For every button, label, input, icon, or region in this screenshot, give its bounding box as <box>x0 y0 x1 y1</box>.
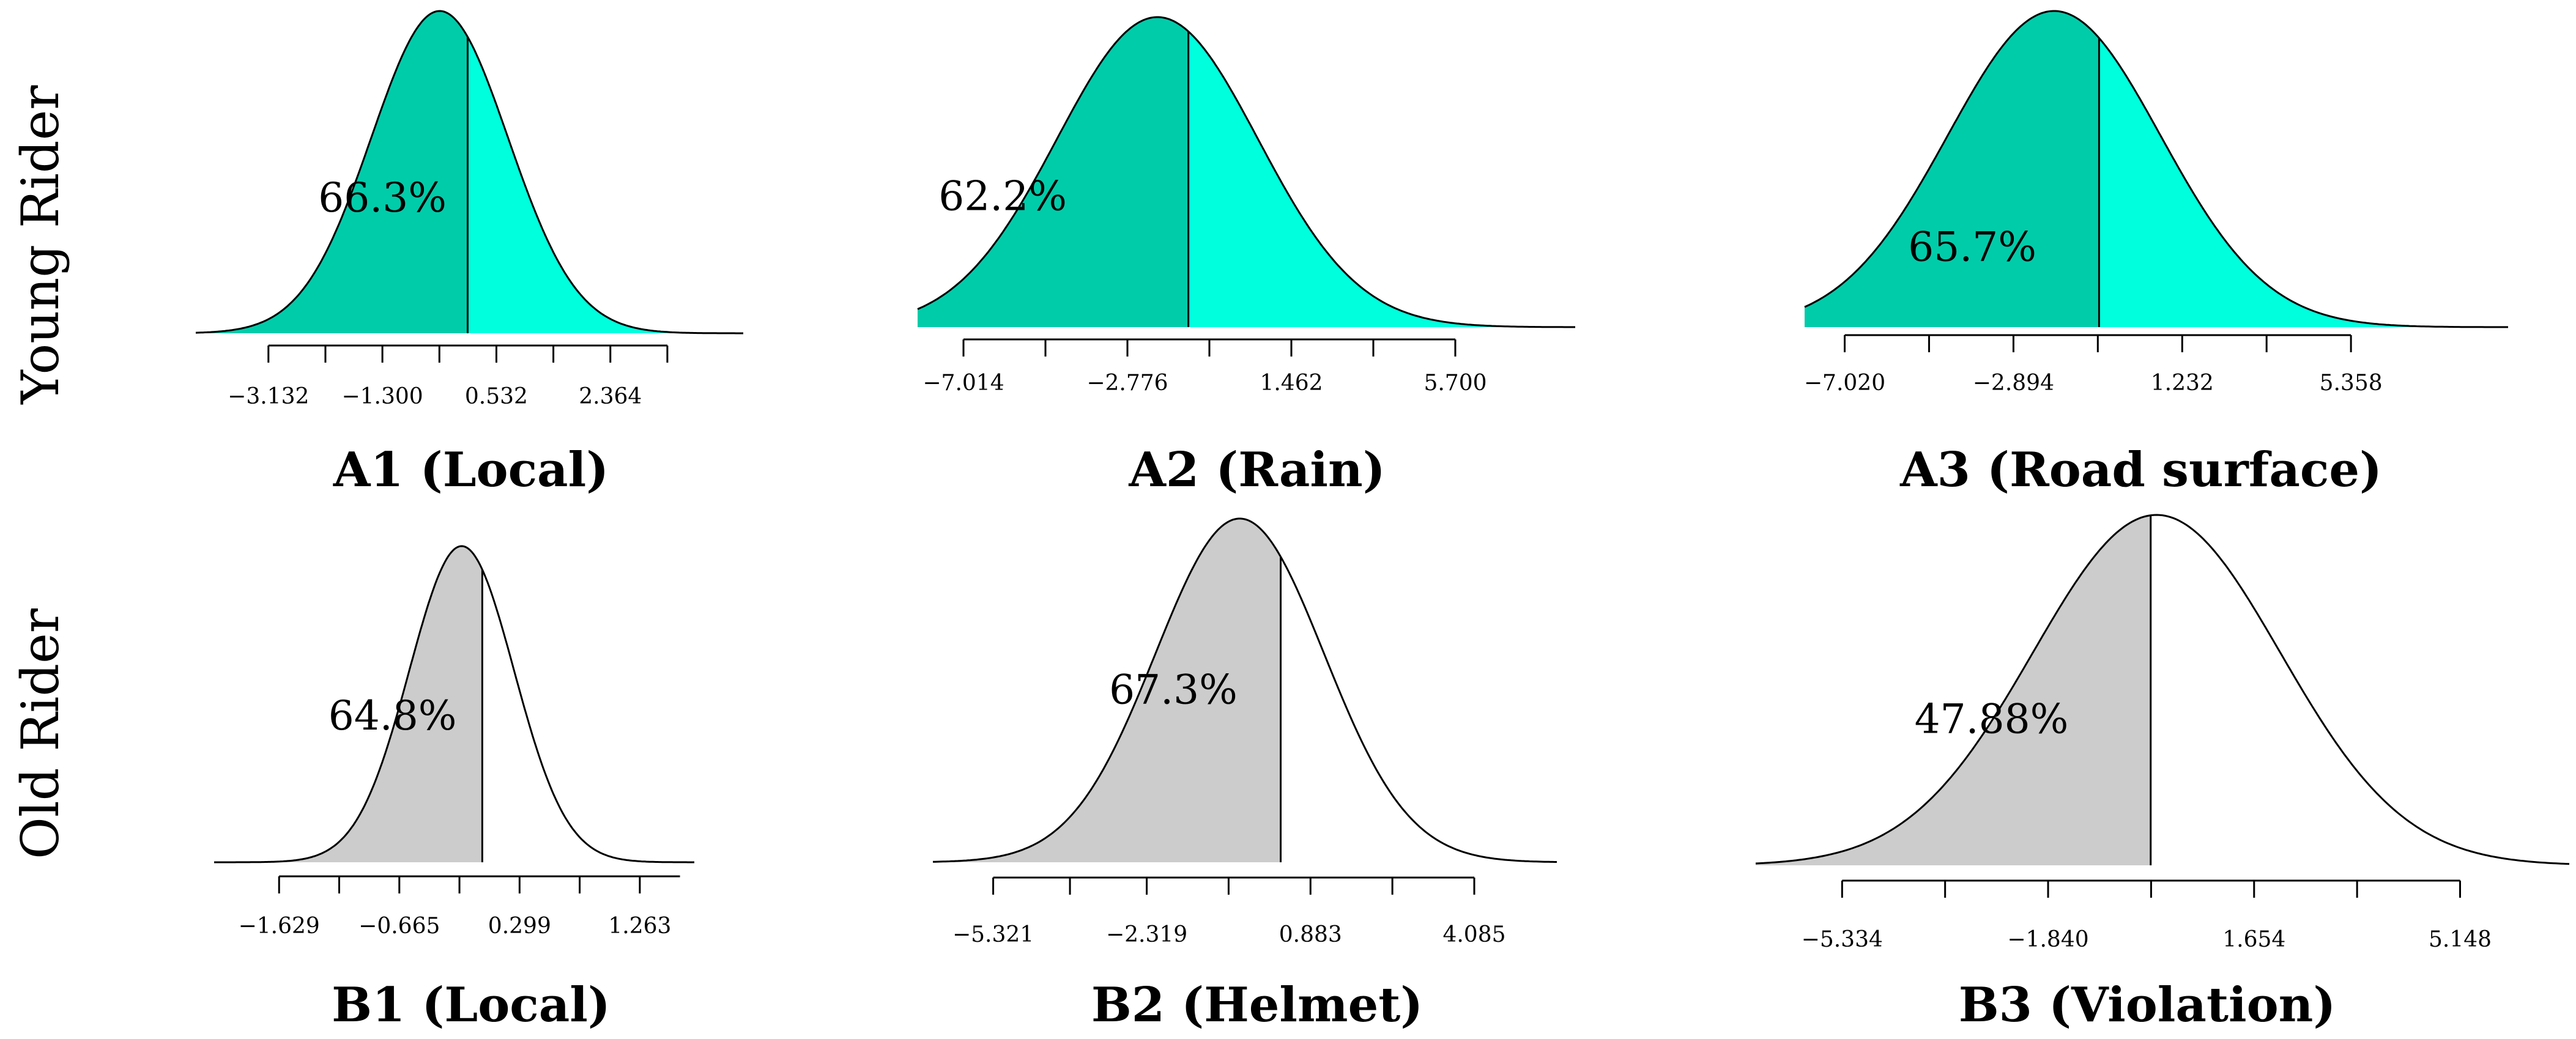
x-tick-label: 1.232 <box>2151 371 2214 396</box>
x-tick-label: −1.629 <box>239 914 320 939</box>
shaded-area <box>1756 515 2151 865</box>
unshaded-area <box>1280 556 1557 862</box>
percent-label: 65.7% <box>1908 223 2036 270</box>
x-tick-label: −7.020 <box>1804 371 1885 396</box>
shaded-area <box>918 17 1189 327</box>
x-tick-label: −5.321 <box>952 922 1034 947</box>
unshaded-area <box>1188 31 1575 328</box>
density-curve <box>917 16 1575 328</box>
density-curve <box>195 10 743 335</box>
x-tick-label: −2.894 <box>1973 371 2054 396</box>
panel-a2: 62.2% −7.014 −2.776 1.462 5.700 A2 (Rain) <box>917 16 1575 498</box>
panel-caption: B3 (Violation) <box>1959 977 2336 1033</box>
panel-a1: 66.3% −3.132 −1.300 0.532 2.364 A1 (Local) <box>195 10 743 498</box>
panel-a3: 65.7% −7.020 −2.894 1.232 5.358 A3 (Road su… <box>1804 10 2508 498</box>
shaded-area <box>214 546 483 862</box>
percent-label: 62.2% <box>938 172 1067 220</box>
x-tick-label: −7.014 <box>922 371 1004 396</box>
percent-label: 47.88% <box>1915 695 2069 742</box>
shaded-area <box>933 519 1281 862</box>
panel-b1: 64.8% −1.629 −0.665 0.299 1.263 B1 (Local) <box>214 545 694 1033</box>
x-tick-label: 5.700 <box>1423 371 1487 396</box>
x-tick-label: 2.364 <box>579 384 642 409</box>
x-tick-label: 0.532 <box>465 384 528 409</box>
percent-label: 66.3% <box>318 174 447 221</box>
unshaded-area <box>467 37 743 334</box>
x-tick-label: −2.319 <box>1106 922 1187 947</box>
x-tick-label: −2.776 <box>1086 371 1168 396</box>
shaded-area <box>196 11 468 333</box>
x-tick-label: −0.665 <box>358 914 440 939</box>
panel-caption: B2 (Helmet) <box>1091 977 1423 1033</box>
row-label-young-rider: Young Rider <box>10 85 70 405</box>
x-tick-label: 0.883 <box>1279 922 1342 947</box>
panel-caption: A1 (Local) <box>333 442 609 498</box>
density-curve <box>933 517 1557 863</box>
density-curve <box>214 545 694 863</box>
x-tick-label: 5.148 <box>2429 927 2492 952</box>
x-tick-label: −1.840 <box>2007 927 2088 952</box>
shaded-area <box>1805 11 2099 327</box>
unshaded-area <box>2150 515 2569 865</box>
unshaded-area <box>2099 38 2508 328</box>
panel-b3: 47.88% −5.334 −1.840 1.654 5.148 B3 (Violat… <box>1755 514 2570 1033</box>
x-tick-label: −1.300 <box>341 384 423 409</box>
x-tick-label: 5.358 <box>2320 371 2383 396</box>
percent-label: 67.3% <box>1109 666 1238 713</box>
x-tick-label: 4.085 <box>1442 922 1505 947</box>
x-tick-label: 1.654 <box>2222 927 2285 952</box>
density-curve <box>1755 514 2570 865</box>
row-label-old-rider: Old Rider <box>10 608 70 859</box>
panel-caption: A3 (Road surface) <box>1899 442 2382 498</box>
x-tick-label: 0.299 <box>488 914 551 939</box>
panel-caption: B1 (Local) <box>332 977 611 1033</box>
panel-caption: A2 (Rain) <box>1128 442 1385 498</box>
x-tick-label: 1.263 <box>608 914 671 939</box>
percent-label: 64.8% <box>328 692 457 739</box>
unshaded-area <box>482 569 694 862</box>
x-tick-label: −5.334 <box>1802 927 1883 952</box>
panel-b2: 67.3% −5.321 −2.319 0.883 4.085 B2 (Helmet) <box>933 517 1557 1033</box>
x-tick-label: −3.132 <box>228 384 309 409</box>
x-tick-label: 1.462 <box>1260 371 1323 396</box>
density-curve <box>1804 10 2508 328</box>
